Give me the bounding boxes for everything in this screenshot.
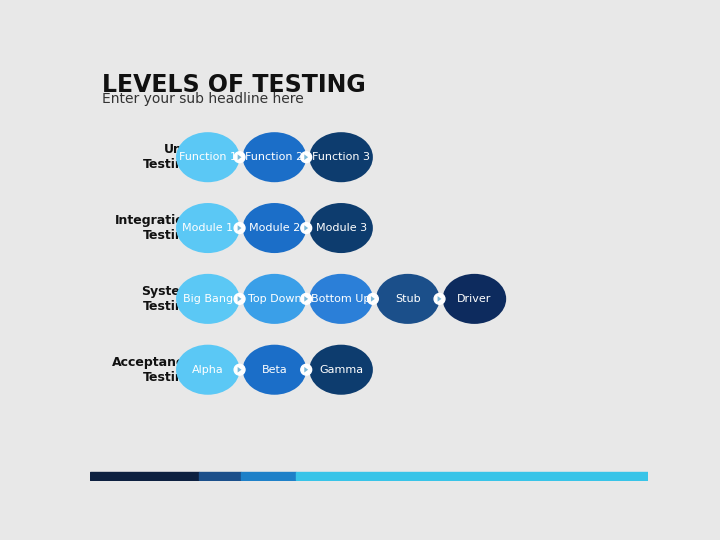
Polygon shape bbox=[305, 367, 308, 373]
Bar bbox=[90, 472, 199, 480]
Text: Stub: Stub bbox=[395, 294, 420, 304]
Polygon shape bbox=[438, 296, 441, 302]
Text: Bottom Up: Bottom Up bbox=[312, 294, 371, 304]
Bar bbox=[240, 472, 297, 480]
Polygon shape bbox=[305, 225, 308, 231]
Text: Enter your sub headline here: Enter your sub headline here bbox=[102, 92, 303, 106]
Ellipse shape bbox=[376, 274, 439, 324]
Polygon shape bbox=[305, 296, 308, 302]
Text: Acceptance
Testing: Acceptance Testing bbox=[112, 356, 193, 384]
Text: Function 1: Function 1 bbox=[179, 152, 237, 162]
Polygon shape bbox=[305, 154, 308, 160]
Ellipse shape bbox=[310, 274, 373, 324]
Text: Integration
Testing: Integration Testing bbox=[114, 214, 193, 242]
Ellipse shape bbox=[176, 132, 240, 182]
Ellipse shape bbox=[310, 132, 373, 182]
Text: Module 1: Module 1 bbox=[182, 223, 233, 233]
Circle shape bbox=[234, 222, 245, 233]
Ellipse shape bbox=[243, 203, 306, 253]
Text: Beta: Beta bbox=[261, 364, 287, 375]
Circle shape bbox=[301, 222, 312, 233]
Ellipse shape bbox=[243, 345, 306, 395]
Circle shape bbox=[367, 294, 378, 304]
Polygon shape bbox=[238, 225, 241, 231]
Polygon shape bbox=[238, 296, 241, 302]
Bar bbox=[297, 472, 648, 480]
Text: Driver: Driver bbox=[457, 294, 492, 304]
Ellipse shape bbox=[176, 345, 240, 395]
Bar bbox=[199, 472, 240, 480]
Polygon shape bbox=[238, 154, 241, 160]
Ellipse shape bbox=[176, 274, 240, 324]
Polygon shape bbox=[238, 367, 241, 373]
Text: Gamma: Gamma bbox=[319, 364, 363, 375]
Text: Unit
Testing: Unit Testing bbox=[143, 143, 193, 171]
Circle shape bbox=[234, 364, 245, 375]
Ellipse shape bbox=[243, 274, 306, 324]
Circle shape bbox=[301, 152, 312, 163]
Circle shape bbox=[234, 152, 245, 163]
Ellipse shape bbox=[176, 203, 240, 253]
Text: Function 2: Function 2 bbox=[246, 152, 304, 162]
Text: LEVELS OF TESTING: LEVELS OF TESTING bbox=[102, 72, 365, 97]
Text: Big Bang: Big Bang bbox=[183, 294, 233, 304]
Circle shape bbox=[234, 294, 245, 304]
Circle shape bbox=[301, 364, 312, 375]
Text: Alpha: Alpha bbox=[192, 364, 224, 375]
Ellipse shape bbox=[443, 274, 506, 324]
Circle shape bbox=[301, 294, 312, 304]
Ellipse shape bbox=[310, 345, 373, 395]
Text: Function 3: Function 3 bbox=[312, 152, 370, 162]
Text: Module 3: Module 3 bbox=[315, 223, 366, 233]
Circle shape bbox=[434, 294, 445, 304]
Text: Module 2: Module 2 bbox=[249, 223, 300, 233]
Ellipse shape bbox=[243, 132, 306, 182]
Text: System
Testing: System Testing bbox=[141, 285, 193, 313]
Text: Top Down: Top Down bbox=[248, 294, 301, 304]
Ellipse shape bbox=[310, 203, 373, 253]
Polygon shape bbox=[371, 296, 375, 302]
